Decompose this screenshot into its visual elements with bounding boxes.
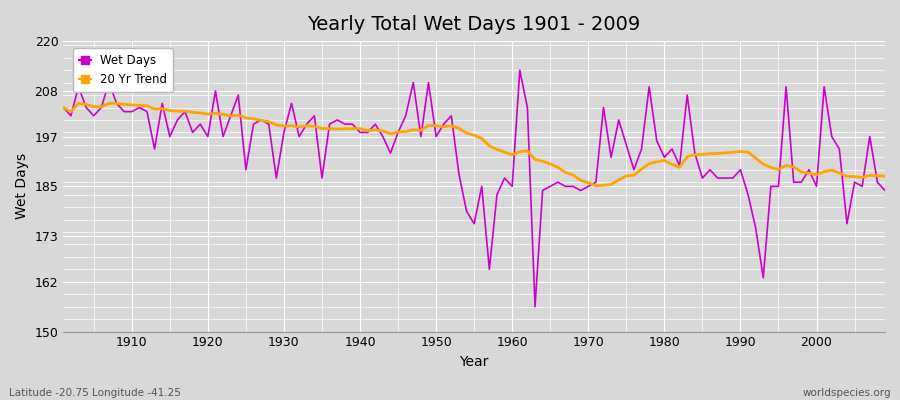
Text: worldspecies.org: worldspecies.org — [803, 388, 891, 398]
Title: Yearly Total Wet Days 1901 - 2009: Yearly Total Wet Days 1901 - 2009 — [308, 15, 641, 34]
Text: Latitude -20.75 Longitude -41.25: Latitude -20.75 Longitude -41.25 — [9, 388, 181, 398]
X-axis label: Year: Year — [460, 355, 489, 369]
Legend: Wet Days, 20 Yr Trend: Wet Days, 20 Yr Trend — [73, 48, 174, 92]
Y-axis label: Wet Days: Wet Days — [15, 153, 29, 220]
